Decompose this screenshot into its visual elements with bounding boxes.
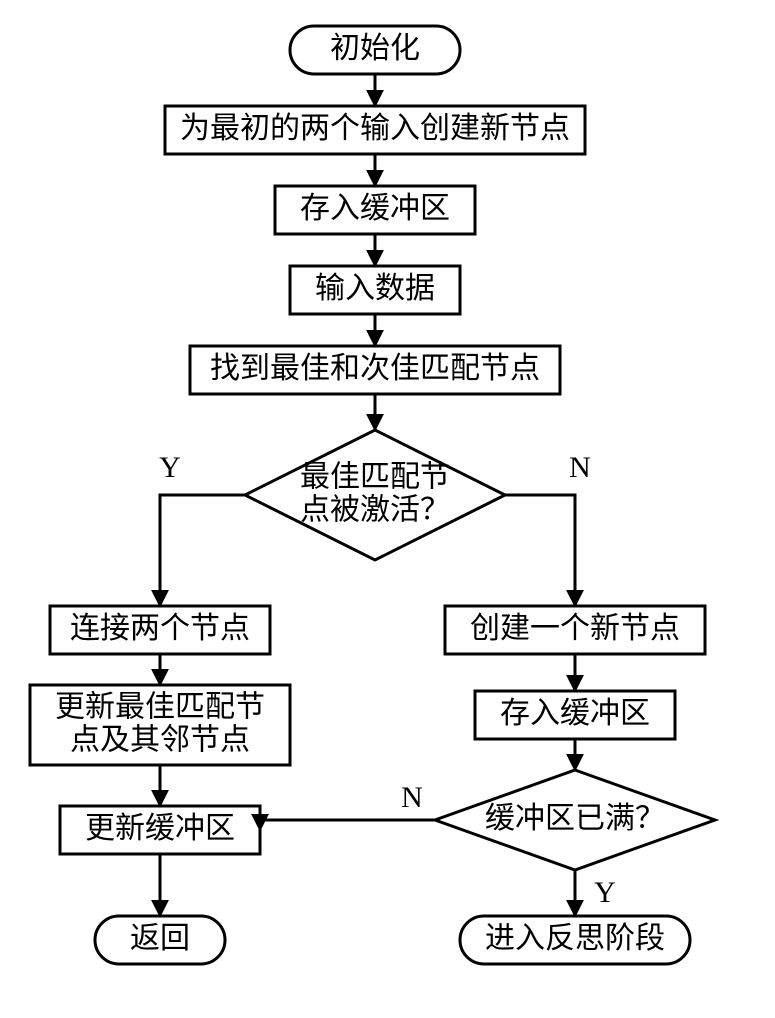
node-dec_full-text-0: 缓冲区已满？ — [485, 802, 665, 835]
edge-label-dec_full-update_buf: N — [401, 781, 423, 814]
node-create2-text-0: 为最初的两个输入创建新节点 — [180, 112, 570, 145]
node-input: 输入数据 — [290, 266, 460, 314]
node-create1: 创建一个新节点 — [445, 606, 705, 654]
node-create2: 为最初的两个输入创建新节点 — [165, 106, 585, 154]
node-findmatch: 找到最佳和次佳匹配节点 — [190, 346, 560, 394]
edge-dec_full-update_buf — [260, 820, 435, 830]
edge-dec_activate-create1 — [505, 495, 575, 606]
node-buf2: 存入缓冲区 — [475, 691, 675, 739]
node-start-text-0: 初始化 — [330, 32, 420, 65]
flowchart-svg: 初始化为最初的两个输入创建新节点存入缓冲区输入数据找到最佳和次佳匹配节点最佳匹配… — [0, 0, 775, 1018]
edge-label-dec_activate-connect: Y — [159, 451, 181, 484]
node-create1-text-0: 创建一个新节点 — [470, 612, 680, 645]
node-buf2-text-0: 存入缓冲区 — [500, 697, 650, 730]
edge-dec_activate-connect — [160, 495, 245, 606]
node-dec_activate-text-1: 点被激活？ — [300, 493, 450, 526]
edge-label-dec_activate-create1: N — [569, 451, 591, 484]
node-return-text-0: 返回 — [130, 922, 190, 955]
node-buf1: 存入缓冲区 — [275, 186, 475, 234]
edge-label-dec_full-reflect: Y — [594, 876, 616, 909]
node-reflect: 进入反思阶段 — [460, 916, 690, 964]
node-buf1-text-0: 存入缓冲区 — [300, 192, 450, 225]
node-update_best-text-0: 更新最佳匹配节 — [55, 690, 265, 723]
node-dec_activate-text-0: 最佳匹配节 — [300, 460, 450, 493]
node-dec_activate: 最佳匹配节点被激活？ — [245, 430, 505, 560]
node-connect: 连接两个节点 — [50, 606, 270, 654]
node-update_best: 更新最佳匹配节点及其邻节点 — [30, 685, 290, 765]
node-connect-text-0: 连接两个节点 — [70, 612, 250, 645]
node-update_best-text-1: 点及其邻节点 — [70, 723, 250, 756]
node-dec_full: 缓冲区已满？ — [435, 770, 715, 870]
node-findmatch-text-0: 找到最佳和次佳匹配节点 — [210, 352, 540, 385]
node-update_buf-text-0: 更新缓冲区 — [85, 812, 235, 845]
node-update_buf: 更新缓冲区 — [60, 806, 260, 854]
node-start: 初始化 — [290, 26, 460, 74]
node-reflect-text-0: 进入反思阶段 — [485, 922, 665, 955]
node-input-text-0: 输入数据 — [315, 272, 435, 305]
node-return: 返回 — [95, 916, 225, 964]
